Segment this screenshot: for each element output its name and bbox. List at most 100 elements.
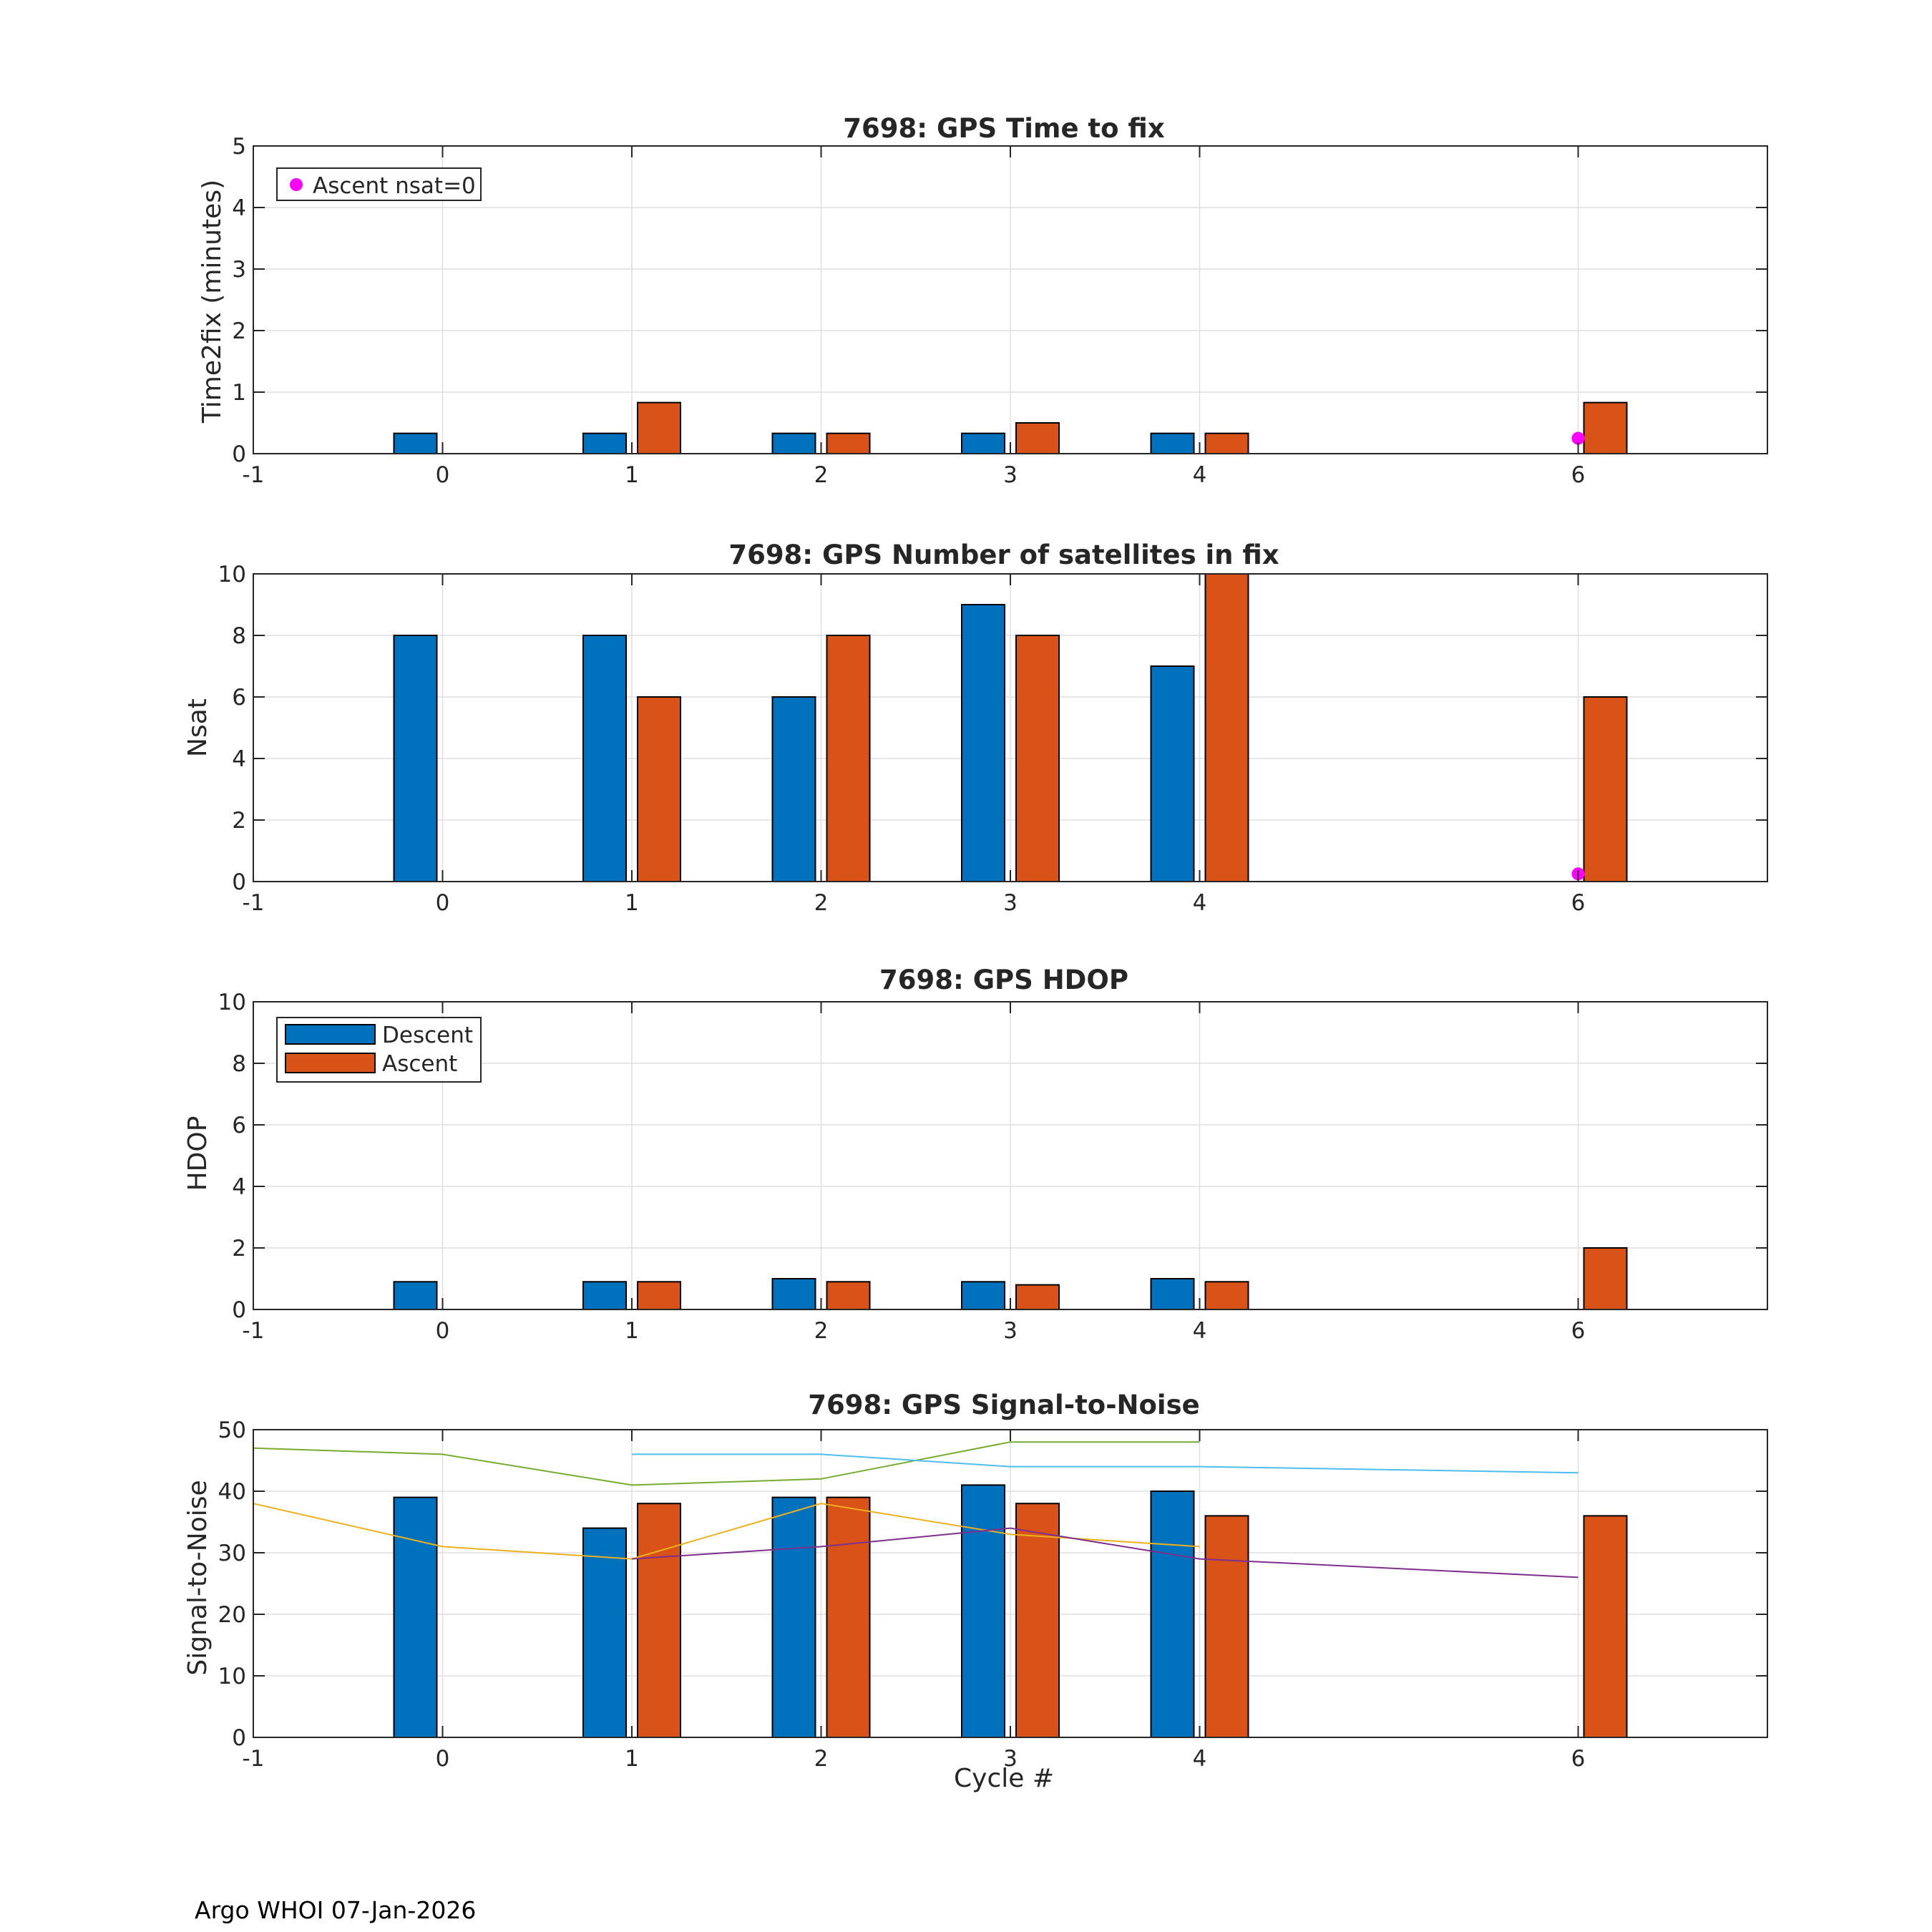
ascent-bar <box>1583 401 1628 454</box>
descent-bar <box>582 1281 627 1311</box>
y-axis-label: HDOP <box>183 1116 213 1191</box>
ascent-bar <box>1015 1503 1060 1738</box>
descent-bar <box>771 1496 816 1739</box>
descent-bar <box>393 1496 438 1739</box>
y-tick-label: 6 <box>232 1113 246 1138</box>
x-tick-label: 4 <box>1193 462 1207 488</box>
descent-bar <box>582 1527 627 1739</box>
descent-bar <box>961 1484 1005 1738</box>
y-tick-label: 4 <box>232 1174 246 1200</box>
y-tick-label: 4 <box>232 195 246 221</box>
descent-bar <box>961 432 1005 454</box>
y-tick-label: 30 <box>218 1541 246 1566</box>
descent-bar <box>961 1281 1005 1311</box>
x-tick-label: -1 <box>243 1746 265 1772</box>
legend: Descent Ascent <box>276 1017 482 1083</box>
ascent-bar <box>1204 573 1249 882</box>
legend-label-ascent: Ascent <box>382 1051 457 1077</box>
ascent-bar <box>1583 1515 1628 1738</box>
x-tick-label: 3 <box>1003 1318 1018 1344</box>
x-tick-label: 3 <box>1003 890 1018 916</box>
ascent-bar <box>637 1503 681 1738</box>
y-tick-label: 4 <box>232 746 246 772</box>
ascent-bar <box>1015 1284 1060 1310</box>
ascent-bar <box>826 1496 871 1739</box>
descent-bar <box>1150 1278 1195 1310</box>
descent-bar <box>1150 1491 1195 1738</box>
x-tick-label: -1 <box>243 1318 265 1344</box>
legend-box <box>276 167 482 201</box>
y-tick-label: 40 <box>218 1479 246 1505</box>
descent-bar <box>582 432 627 454</box>
ascent-bar <box>826 1281 871 1311</box>
ascent-bar <box>1015 422 1060 454</box>
footer-stamp: Argo WHOI 07-Jan-2026 <box>195 1896 477 1924</box>
y-tick-label: 10 <box>218 562 246 587</box>
y-tick-label: 2 <box>232 318 246 344</box>
panel-title: 7698: GPS Number of satellites in fix <box>728 540 1279 570</box>
descent-bar <box>771 696 816 882</box>
descent-bar <box>961 604 1005 882</box>
y-tick-label: 3 <box>232 257 246 283</box>
x-tick-label: 0 <box>436 1746 450 1772</box>
x-tick-label: 3 <box>1003 1746 1018 1772</box>
legend: Ascent nsat=0 <box>276 167 482 201</box>
snr-series-line-2 <box>632 1453 1579 1474</box>
ascent-bar <box>1204 1515 1249 1738</box>
panel-title: 7698: GPS Time to fix <box>843 113 1165 144</box>
x-tick-label: 2 <box>814 890 829 916</box>
y-axis-label: Nsat <box>183 698 213 757</box>
x-tick-label: 0 <box>436 462 450 488</box>
descent-bar <box>771 432 816 454</box>
legend-label-descent: Descent <box>382 1023 473 1048</box>
y-tick-label: 20 <box>218 1602 246 1628</box>
x-tick-label: 2 <box>814 1746 829 1772</box>
descent-bar <box>582 635 627 882</box>
descent-bar <box>1150 432 1195 454</box>
ascent-bar <box>826 635 871 882</box>
x-tick-label: -1 <box>243 890 265 916</box>
y-tick-label: 50 <box>218 1418 246 1443</box>
y-tick-label: 1 <box>232 380 246 406</box>
y-tick-label: 0 <box>232 1297 246 1323</box>
descent-bar <box>393 1281 438 1311</box>
x-tick-label: -1 <box>243 462 265 488</box>
x-tick-label: 6 <box>1571 1318 1586 1344</box>
snr-series-line-4 <box>631 1527 1579 1579</box>
y-tick-label: 8 <box>232 1051 246 1077</box>
descent-bar <box>1150 665 1195 882</box>
ascent-bar <box>637 401 681 454</box>
x-tick-label: 2 <box>814 462 829 488</box>
y-tick-label: 10 <box>218 990 246 1015</box>
x-tick-label: 1 <box>625 1746 639 1772</box>
y-tick-label: 0 <box>232 441 246 467</box>
ascent-bar <box>1204 1281 1249 1311</box>
descent-swatch-icon <box>285 1024 376 1045</box>
x-tick-label: 1 <box>625 1318 639 1344</box>
descent-bar <box>393 432 438 454</box>
x-tick-label: 1 <box>625 462 639 488</box>
x-tick-label: 6 <box>1571 462 1586 488</box>
ascent-swatch-icon <box>285 1053 376 1073</box>
ascent-bar <box>1583 696 1628 882</box>
x-tick-label: 4 <box>1193 1318 1207 1344</box>
y-axis-label: Time2fix (minutes) <box>197 180 227 424</box>
y-tick-label: 10 <box>218 1664 246 1689</box>
ascent-bar <box>1204 432 1249 454</box>
panel-title: 7698: GPS Signal-to-Noise <box>808 1390 1199 1420</box>
snr-series-line-1 <box>253 1441 1200 1486</box>
x-tick-label: 4 <box>1193 1746 1207 1772</box>
descent-bar <box>771 1278 816 1310</box>
y-tick-label: 0 <box>232 869 246 895</box>
ascent-bar <box>826 432 871 454</box>
descent-bar <box>393 635 438 882</box>
ascent-bar <box>1583 1247 1628 1310</box>
